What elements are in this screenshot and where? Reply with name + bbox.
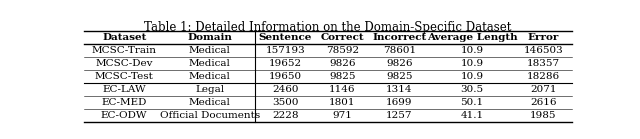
Text: Medical: Medical [189, 46, 231, 55]
Text: Error: Error [528, 33, 559, 42]
Text: 10.9: 10.9 [461, 72, 484, 81]
Text: 9826: 9826 [386, 59, 413, 68]
Text: 1699: 1699 [386, 98, 413, 107]
Text: MCSC-Train: MCSC-Train [92, 46, 157, 55]
Text: 9825: 9825 [329, 72, 356, 81]
Text: Medical: Medical [189, 98, 231, 107]
Text: Official Documents: Official Documents [160, 111, 260, 120]
Text: Legal: Legal [195, 85, 225, 94]
Text: EC-LAW: EC-LAW [102, 85, 146, 94]
Text: 78592: 78592 [326, 46, 359, 55]
Text: 9826: 9826 [329, 59, 356, 68]
Text: Table 1: Detailed Information on the Domain-Specific Dataset: Table 1: Detailed Information on the Dom… [144, 21, 512, 34]
Text: Dataset: Dataset [102, 33, 147, 42]
Text: MCSC-Dev: MCSC-Dev [95, 59, 153, 68]
Text: Sentence: Sentence [259, 33, 312, 42]
Text: 1314: 1314 [386, 85, 413, 94]
Text: 10.9: 10.9 [461, 46, 484, 55]
Text: 19652: 19652 [269, 59, 301, 68]
Text: 2228: 2228 [272, 111, 298, 120]
Text: 1257: 1257 [386, 111, 413, 120]
Text: 1985: 1985 [530, 111, 557, 120]
Text: Correct: Correct [321, 33, 364, 42]
Text: 50.1: 50.1 [461, 98, 484, 107]
Text: Medical: Medical [189, 59, 231, 68]
Text: 18286: 18286 [527, 72, 560, 81]
Text: 1801: 1801 [329, 98, 356, 107]
Text: 971: 971 [332, 111, 352, 120]
Text: 18357: 18357 [527, 59, 560, 68]
Text: 19650: 19650 [269, 72, 301, 81]
Text: 10.9: 10.9 [461, 59, 484, 68]
Text: 30.5: 30.5 [461, 85, 484, 94]
Text: 2071: 2071 [530, 85, 557, 94]
Text: 2616: 2616 [530, 98, 557, 107]
Text: Medical: Medical [189, 72, 231, 81]
Text: 1146: 1146 [329, 85, 356, 94]
Text: 3500: 3500 [272, 98, 298, 107]
Text: 78601: 78601 [383, 46, 416, 55]
Text: EC-MED: EC-MED [102, 98, 147, 107]
Text: MCSC-Test: MCSC-Test [95, 72, 154, 81]
Text: 146503: 146503 [524, 46, 563, 55]
Text: 9825: 9825 [386, 72, 413, 81]
Text: 41.1: 41.1 [461, 111, 484, 120]
Text: EC-ODW: EC-ODW [101, 111, 147, 120]
Text: Average Length: Average Length [427, 33, 517, 42]
Text: Incorrect: Incorrect [372, 33, 426, 42]
Text: 157193: 157193 [266, 46, 305, 55]
Text: Domain: Domain [188, 33, 232, 42]
Text: 2460: 2460 [272, 85, 298, 94]
